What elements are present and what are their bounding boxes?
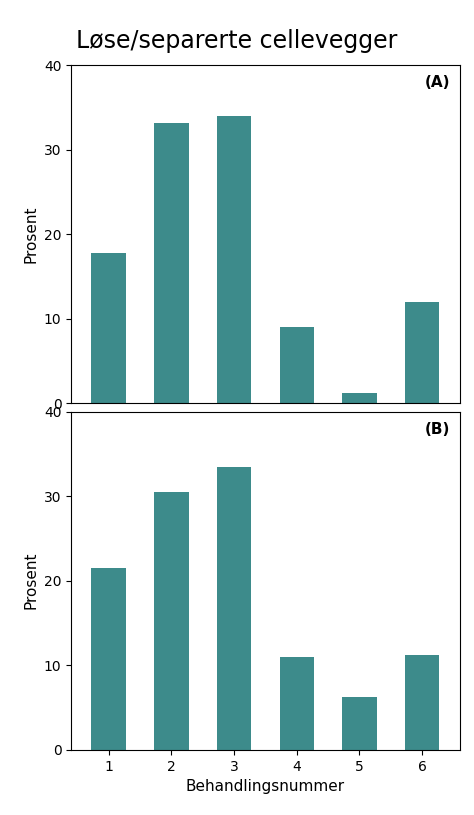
Bar [91, 568, 126, 750]
Y-axis label: Prosent: Prosent [23, 552, 38, 610]
Bar [342, 697, 377, 750]
Y-axis label: Prosent: Prosent [23, 205, 38, 263]
Bar [154, 123, 189, 403]
Bar [280, 328, 314, 403]
Bar [405, 302, 439, 403]
Text: (A): (A) [425, 75, 450, 90]
X-axis label: Behandlingsnummer: Behandlingsnummer [186, 779, 345, 794]
Text: (B): (B) [425, 421, 450, 437]
Bar [217, 466, 251, 750]
Bar [342, 394, 377, 403]
Bar [280, 657, 314, 750]
Bar [154, 492, 189, 750]
Bar [91, 253, 126, 403]
Bar [405, 655, 439, 750]
Bar [217, 116, 251, 403]
Text: Løse/separerte cellevegger: Løse/separerte cellevegger [76, 29, 398, 52]
